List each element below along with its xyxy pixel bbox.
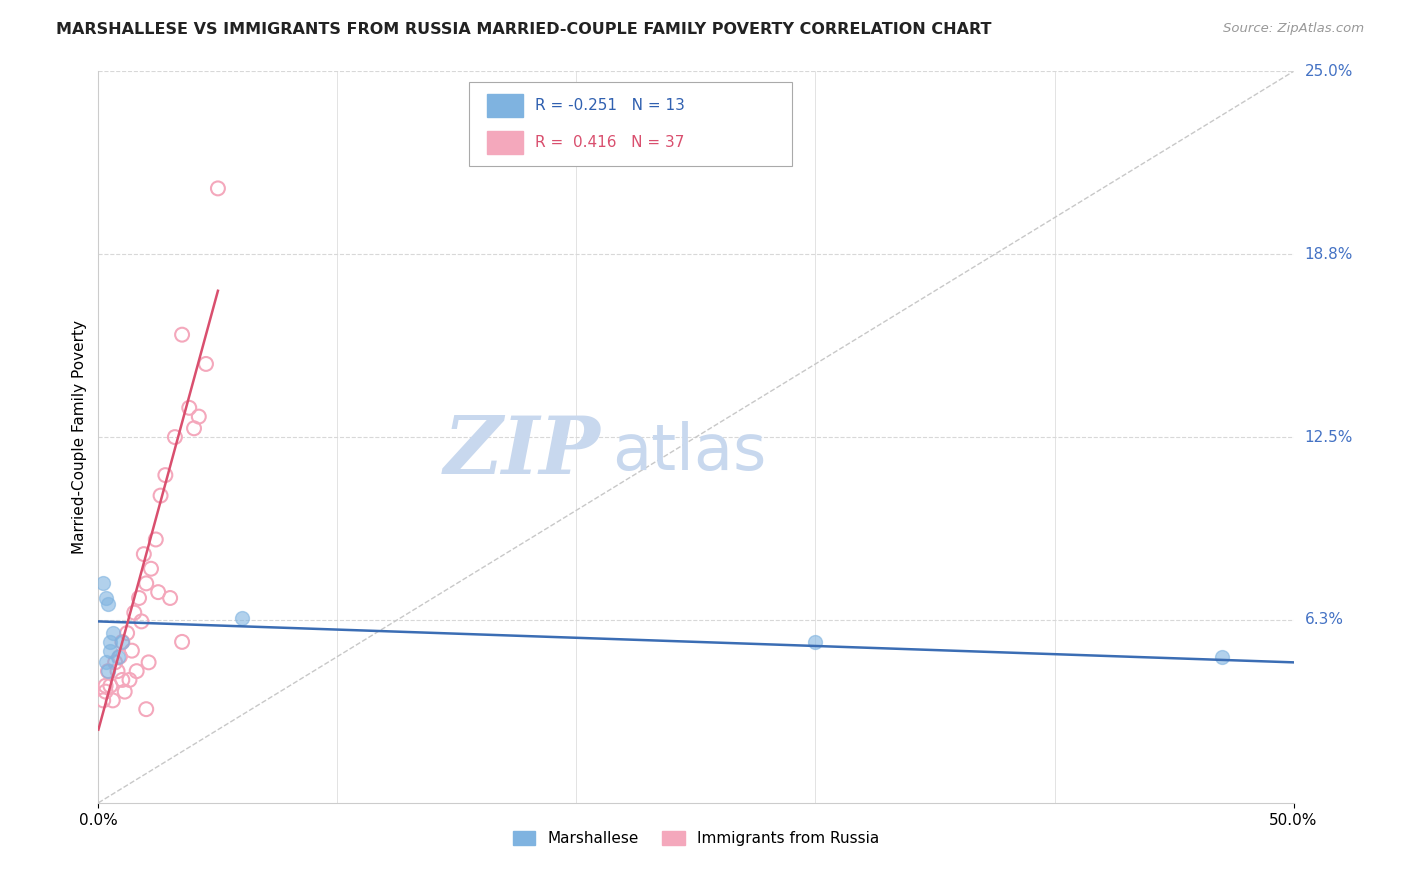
Point bbox=[145, 533, 167, 547]
Text: Source: ZipAtlas.com: Source: ZipAtlas.com bbox=[1223, 22, 1364, 36]
Point bbox=[94, 591, 117, 605]
Point bbox=[121, 643, 143, 657]
Text: ZIP: ZIP bbox=[443, 413, 600, 491]
Point bbox=[111, 673, 134, 687]
Point bbox=[98, 635, 122, 649]
Point bbox=[98, 643, 122, 657]
Point bbox=[114, 684, 136, 698]
Text: MARSHALLESE VS IMMIGRANTS FROM RUSSIA MARRIED-COUPLE FAMILY POVERTY CORRELATION : MARSHALLESE VS IMMIGRANTS FROM RUSSIA MA… bbox=[56, 22, 991, 37]
Point bbox=[155, 468, 177, 483]
Y-axis label: Married-Couple Family Poverty: Married-Couple Family Poverty bbox=[72, 320, 87, 554]
Point bbox=[111, 635, 134, 649]
Point bbox=[94, 684, 117, 698]
Point bbox=[98, 679, 122, 693]
Point bbox=[124, 606, 146, 620]
Point bbox=[231, 611, 253, 625]
Point bbox=[97, 664, 120, 678]
Point bbox=[128, 591, 150, 605]
Point bbox=[108, 649, 131, 664]
Point bbox=[104, 656, 127, 670]
Point bbox=[107, 664, 129, 678]
Point bbox=[149, 489, 172, 503]
Point bbox=[97, 664, 120, 678]
Point bbox=[132, 547, 155, 561]
Bar bbox=[486, 130, 523, 154]
Text: 18.8%: 18.8% bbox=[1305, 247, 1353, 261]
Point bbox=[135, 702, 157, 716]
Text: 6.3%: 6.3% bbox=[1305, 613, 1344, 627]
Point bbox=[195, 357, 218, 371]
Point bbox=[115, 626, 138, 640]
Point bbox=[94, 656, 117, 670]
Point bbox=[172, 327, 194, 342]
Point bbox=[91, 576, 114, 591]
Point bbox=[159, 591, 181, 605]
Text: R =  0.416   N = 37: R = 0.416 N = 37 bbox=[534, 135, 683, 150]
Point bbox=[101, 626, 124, 640]
Point bbox=[125, 664, 148, 678]
Point bbox=[187, 409, 209, 424]
Text: atlas: atlas bbox=[613, 421, 766, 483]
Point bbox=[111, 635, 134, 649]
FancyBboxPatch shape bbox=[470, 82, 792, 167]
Point bbox=[107, 649, 129, 664]
Point bbox=[131, 615, 153, 629]
Point bbox=[139, 562, 162, 576]
Point bbox=[135, 576, 157, 591]
Text: 12.5%: 12.5% bbox=[1305, 430, 1353, 444]
Point bbox=[183, 421, 205, 435]
Point bbox=[101, 693, 124, 707]
Point bbox=[207, 181, 229, 195]
Point bbox=[1211, 649, 1233, 664]
Bar bbox=[486, 94, 523, 118]
Text: R = -0.251   N = 13: R = -0.251 N = 13 bbox=[534, 98, 685, 113]
Point bbox=[148, 585, 170, 599]
Point bbox=[118, 673, 141, 687]
Point bbox=[172, 635, 194, 649]
Point bbox=[163, 430, 186, 444]
Point bbox=[97, 597, 120, 611]
Text: 25.0%: 25.0% bbox=[1305, 64, 1353, 78]
Point bbox=[91, 693, 114, 707]
Point bbox=[179, 401, 201, 415]
Point bbox=[94, 679, 117, 693]
Legend: Marshallese, Immigrants from Russia: Marshallese, Immigrants from Russia bbox=[505, 823, 887, 854]
Point bbox=[138, 656, 160, 670]
Point bbox=[804, 635, 827, 649]
